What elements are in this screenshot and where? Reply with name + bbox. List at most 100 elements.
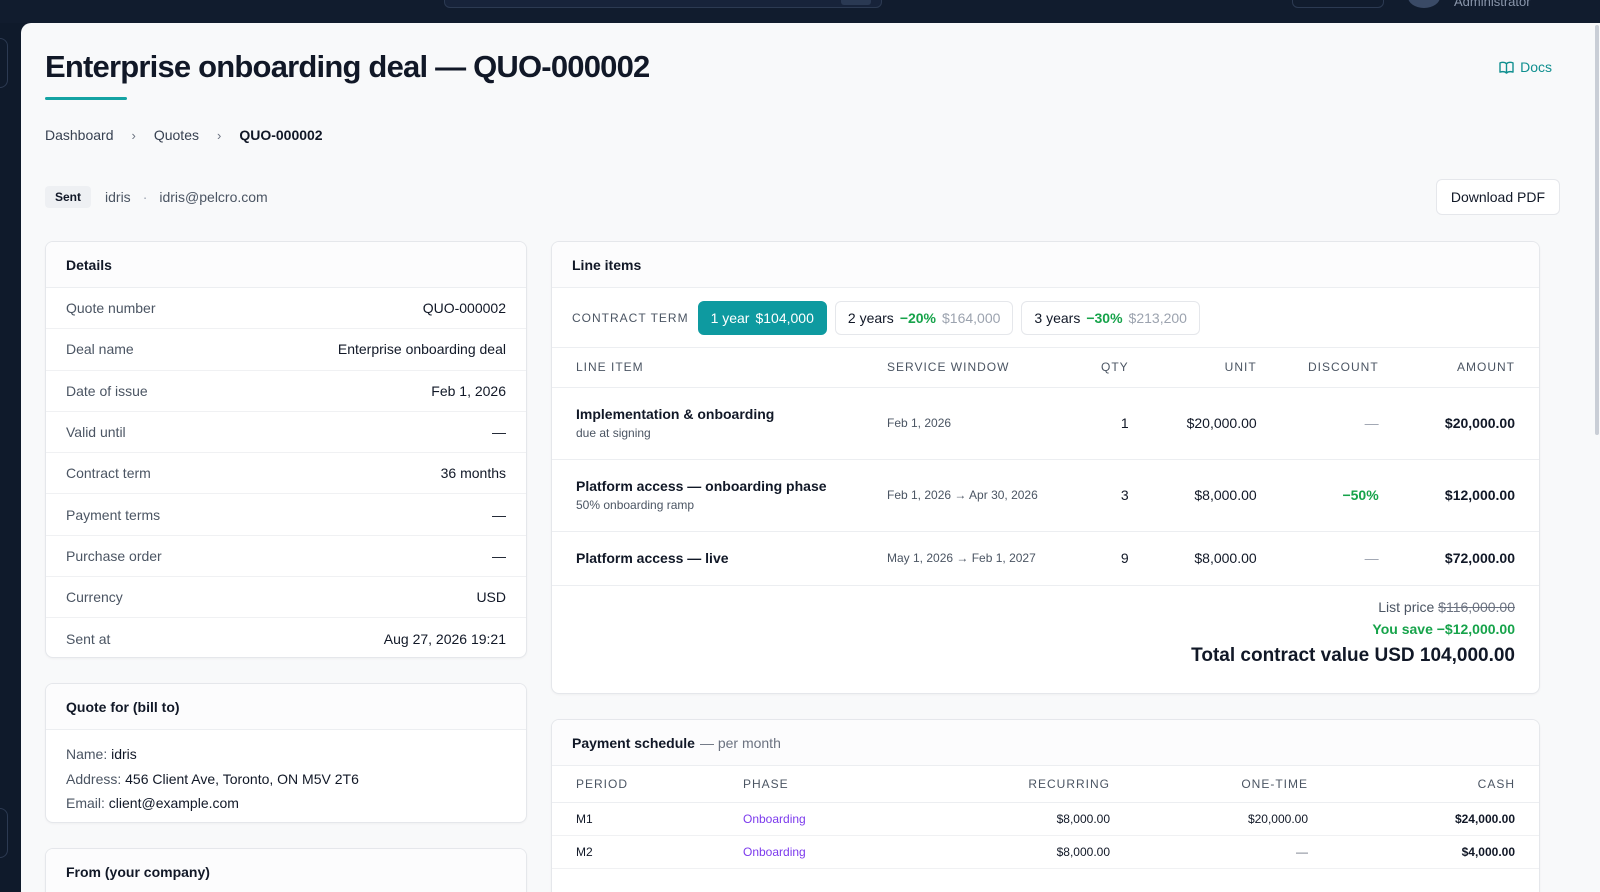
from-company-title: From (your company) [46, 849, 526, 892]
term-label: 1 year [710, 309, 750, 326]
bill-to-email-label: Email: [66, 795, 105, 811]
column-header: PHASE [719, 766, 939, 803]
you-save: You save −$12,000.00 [1372, 621, 1515, 637]
bill-to-name-label: Name: [66, 746, 108, 762]
main-content: Enterprise onboarding deal — QUO-000002 … [21, 23, 1600, 892]
detail-label: Payment terms [66, 506, 161, 523]
from-company-card: From (your company) [45, 848, 527, 892]
bill-to-address-line: Address: 456 Client Ave, Toronto, ON M5V… [66, 767, 506, 792]
recurring: $8,000.00 [939, 835, 1134, 869]
separator-dot: · [142, 189, 148, 205]
docs-link[interactable]: Docs [1499, 59, 1552, 75]
breadcrumb-current: QUO-000002 [239, 127, 323, 143]
column-header: RECURRING [939, 766, 1134, 803]
detail-value: Aug 27, 2026 19:21 [383, 631, 506, 648]
service-window: Feb 1, 2026 [863, 387, 1077, 460]
column-header: AMOUNT [1402, 348, 1539, 388]
breadcrumb-dashboard[interactable]: Dashboard [45, 127, 114, 143]
detail-label: Quote number [66, 300, 156, 317]
column-header: PERIOD [552, 766, 719, 803]
chevron-right-icon: › [131, 127, 136, 143]
sidebar [0, 23, 21, 892]
sidebar-item[interactable] [0, 38, 8, 88]
term-price: $213,200 [1128, 309, 1187, 326]
bill-to-email-line: Email: client@example.com [66, 791, 506, 816]
details-list: Quote number QUO-000002 Deal name Enterpri… [46, 288, 526, 657]
detail-row-date-of-issue: Date of issue Feb 1, 2026 [46, 371, 526, 412]
one-time: — [1134, 835, 1332, 869]
detail-row-purchase-order: Purchase order — [46, 536, 526, 578]
detail-label: Valid until [66, 424, 126, 441]
total-contract-value: Total contract value USD 104,000.00 [1191, 645, 1515, 666]
details-title: Details [46, 242, 526, 288]
term-discount: −20% [899, 309, 937, 326]
table-row: M1 Onboarding $8,000.00 $20,000.00 $24,0… [552, 802, 1539, 836]
service-window: May 1, 2026 → Feb 1, 2027 [863, 531, 1077, 586]
scrollbar-thumb[interactable] [1595, 25, 1599, 435]
detail-value: 36 months [440, 465, 506, 482]
line-item-cell: Platform access — live [552, 531, 863, 586]
scrollbar[interactable] [1592, 23, 1600, 453]
download-pdf-button[interactable]: Download PDF [1435, 179, 1560, 215]
line-item-cell: Implementation & onboarding due at signin… [552, 387, 863, 460]
user-role: Administrator [1454, 0, 1531, 9]
bill-to-address-label: Address: [66, 770, 122, 787]
period: M2 [552, 835, 719, 869]
line-item-note: due at signing [576, 426, 651, 440]
line-items-table: LINE ITEM SERVICE WINDOW QTY UNIT DISCOU… [552, 348, 1539, 586]
contract-term-label: CONTRACT TERM [572, 310, 689, 325]
sender-name: idris [105, 189, 131, 205]
detail-label: Date of issue [66, 382, 148, 399]
payment-schedule-header: Payment schedule — per month [552, 720, 1539, 766]
line-item-name: Platform access — onboarding phase [576, 478, 827, 494]
detail-label: Sent at [66, 631, 111, 648]
bill-to-body: Name: idris Address: 456 Client Ave, Tor… [46, 730, 526, 822]
quantity: 1 [1077, 387, 1153, 460]
amount: $72,000.00 [1402, 531, 1539, 586]
term-label: 2 years [847, 309, 894, 326]
cash: $24,000.00 [1332, 802, 1539, 836]
detail-value: QUO-000002 [422, 300, 506, 317]
bill-to-email: client@example.com [108, 795, 239, 811]
table-row: M2 Onboarding $8,000.00 — $4,000.00 [552, 835, 1539, 869]
column-header: DISCOUNT [1280, 348, 1403, 388]
bill-to-address: 456 Client Ave, Toronto, ON M5V 2T6 [125, 770, 359, 787]
line-items-title: Line items [552, 242, 1539, 288]
column-header: SERVICE WINDOW [863, 348, 1077, 388]
payment-schedule-table: PERIOD PHASE RECURRING ONE-TIME CASH M1 … [552, 766, 1539, 869]
totals-summary: List price $116,000.00 You save −$12,000… [1191, 599, 1515, 667]
detail-row-payment-terms: Payment terms — [46, 494, 526, 536]
top-bar: Administrator [0, 0, 1600, 23]
bill-to-card: Quote for (bill to) Name: idris Address:… [45, 683, 527, 823]
topbar-button[interactable] [1292, 0, 1384, 8]
amount: $20,000.00 [1402, 387, 1539, 460]
phase: Onboarding [719, 802, 939, 836]
term-discount: −30% [1086, 309, 1123, 326]
table-header-row: PERIOD PHASE RECURRING ONE-TIME CASH [552, 766, 1539, 803]
term-option-1-year[interactable]: 1 year $104,000 [697, 300, 827, 335]
bill-to-name: idris [111, 746, 137, 762]
detail-row-valid-until: Valid until — [46, 412, 526, 454]
one-time: $20,000.00 [1134, 802, 1332, 836]
line-item-cell: Platform access — onboarding phase 50% on… [552, 459, 863, 532]
column-header: CASH [1332, 766, 1539, 803]
detail-row-deal-name: Deal name Enterprise onboarding deal [46, 329, 526, 371]
breadcrumb-quotes[interactable]: Quotes [153, 127, 199, 143]
term-option-3-years[interactable]: 3 years −30% $213,200 [1021, 300, 1200, 335]
shortcut-hint [841, 0, 871, 5]
payment-schedule-subtitle: — per month [699, 734, 781, 751]
line-items-card: Line items CONTRACT TERM 1 year $104,000… [551, 241, 1540, 694]
quote-status-row: Sent idris · idris@pelcro.com [45, 186, 268, 208]
list-price-line: List price $116,000.00 [1191, 599, 1515, 615]
column-header: LINE ITEM [552, 348, 863, 388]
detail-label: Currency [66, 589, 123, 606]
sidebar-item[interactable] [0, 808, 8, 858]
search-input[interactable] [444, 0, 882, 8]
detail-label: Deal name [66, 341, 134, 358]
detail-row-quote-number: Quote number QUO-000002 [46, 288, 526, 330]
detail-row-currency: Currency USD [46, 577, 526, 619]
line-item-name: Platform access — live [576, 550, 729, 566]
term-option-2-years[interactable]: 2 years −20% $164,000 [834, 300, 1014, 335]
list-price-label: List price [1378, 599, 1435, 615]
avatar[interactable] [1408, 0, 1440, 8]
